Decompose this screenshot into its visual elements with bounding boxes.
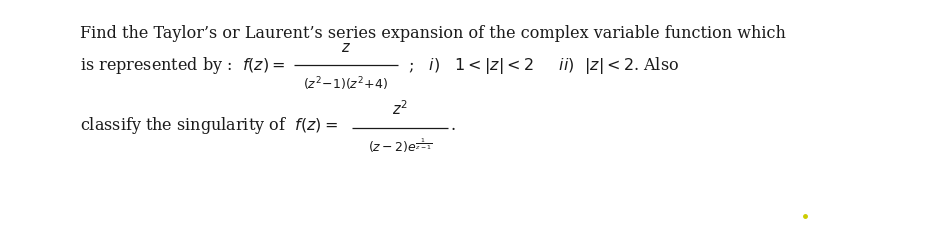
- Text: $(z-2)e^{\frac{1}{z-1}}$: $(z-2)e^{\frac{1}{z-1}}$: [367, 137, 432, 155]
- Text: $z^2$: $z^2$: [391, 99, 407, 118]
- Text: Find the Taylor’s or Laurent’s series expansion of the complex variable function: Find the Taylor’s or Laurent’s series ex…: [80, 25, 785, 42]
- Text: .: .: [450, 116, 456, 133]
- Text: ;   $i)$   $1 < |z| < 2$     $ii)$  $|z| < 2$. Also: ; $i)$ $1 < |z| < 2$ $ii)$ $|z| < 2$. Al…: [403, 54, 679, 76]
- Text: $(z^2\!-\!1)(z^2\!+\!4)$: $(z^2\!-\!1)(z^2\!+\!4)$: [303, 75, 388, 93]
- Text: classify the singularity of  $f(z) = $: classify the singularity of $f(z) = $: [80, 114, 337, 136]
- Text: $z$: $z$: [341, 41, 350, 55]
- Text: is represented by :  $f(z) = $: is represented by : $f(z) = $: [80, 54, 285, 76]
